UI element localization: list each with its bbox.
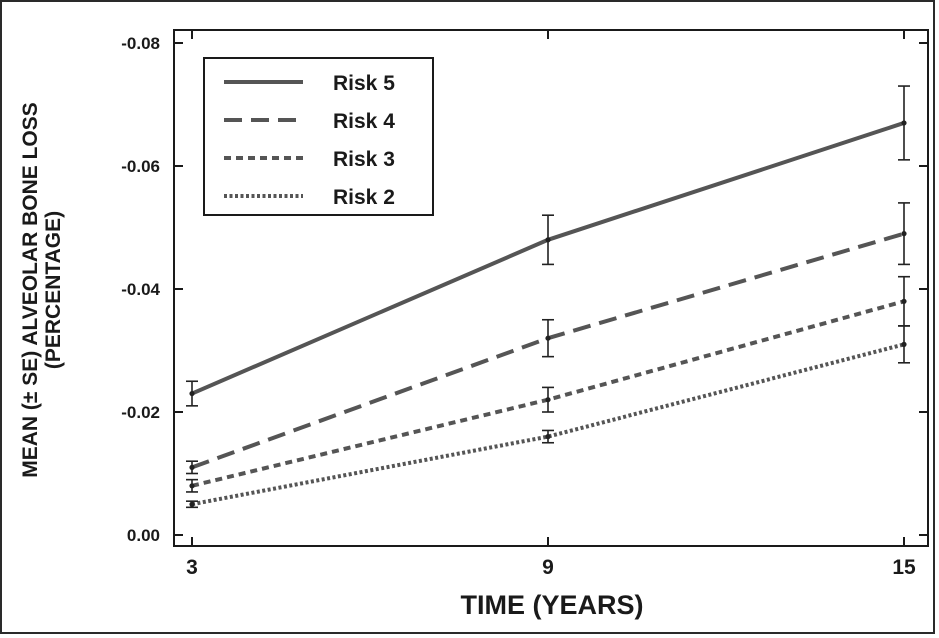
data-point xyxy=(545,335,551,341)
x-tick-label: 15 xyxy=(892,556,916,579)
series-risk-5 xyxy=(186,85,910,407)
y-tick-label: 0.00 xyxy=(127,526,160,545)
legend: Risk 5 Risk 4 Risk 3 Risk 2 xyxy=(203,57,434,216)
data-point xyxy=(901,298,907,304)
data-point xyxy=(901,120,907,126)
y-tick-label: -0.06 xyxy=(121,157,160,176)
series-risk-4 xyxy=(186,202,910,475)
x-tick-label: 3 xyxy=(186,556,198,579)
y-axis-title-line1: MEAN (± SE) ALVEOLAR BONE LOSS xyxy=(19,102,42,478)
data-point xyxy=(189,501,195,507)
y-axis-title-line2: (PERCENTAGE) xyxy=(42,211,65,369)
data-point xyxy=(901,231,907,237)
data-point xyxy=(545,434,551,440)
series-risk-3 xyxy=(186,275,910,493)
x-tick-label: 9 xyxy=(542,556,554,579)
y-tick-label: -0.02 xyxy=(121,403,160,422)
legend-label: Risk 4 xyxy=(333,110,395,133)
legend-label: Risk 5 xyxy=(333,72,395,95)
series-layer xyxy=(186,85,910,509)
legend-label: Risk 3 xyxy=(333,148,395,171)
series-risk-2 xyxy=(186,325,910,509)
legend-label: Risk 2 xyxy=(333,186,395,209)
y-tick-label: -0.08 xyxy=(121,34,160,53)
y-tick-label: -0.04 xyxy=(121,280,160,299)
series-line-risk-2 xyxy=(191,342,905,507)
data-point xyxy=(189,464,195,470)
legend-box xyxy=(203,57,434,216)
x-axis-ticks: 3 9 15 xyxy=(186,30,916,579)
x-axis-title: TIME (YEARS) xyxy=(460,590,643,620)
data-point xyxy=(189,390,195,397)
data-point xyxy=(189,483,195,489)
data-point xyxy=(901,341,907,347)
y-axis-ticks: 0.00 -0.02 -0.04 -0.06 -0.08 xyxy=(121,34,928,545)
data-point xyxy=(545,397,551,403)
data-point xyxy=(545,237,551,243)
